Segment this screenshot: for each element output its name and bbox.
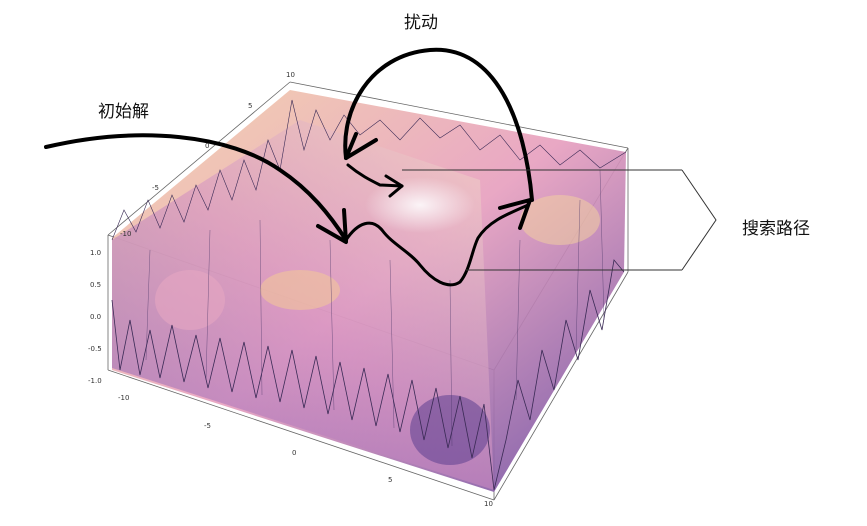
initial-arrowhead-icon <box>316 208 348 244</box>
z-axis-ticks: 1.0 0.5 0.0 -0.5 -1.0 <box>88 249 102 385</box>
perturbation-loop-arrow <box>343 47 534 202</box>
search-path-callout <box>402 169 717 271</box>
z-tick: -1.0 <box>88 377 102 385</box>
y-tick: 10 <box>286 71 295 79</box>
x-tick: -5 <box>204 422 211 430</box>
z-tick: -0.5 <box>88 345 102 353</box>
z-tick: 0.0 <box>90 313 101 321</box>
perturb-start-hook <box>344 132 378 160</box>
perturb-arrowhead-icon <box>498 198 532 230</box>
y-tick: 0 <box>205 142 209 150</box>
search-path-arrowhead-icon <box>384 174 404 198</box>
x-tick: 0 <box>292 449 296 457</box>
y-tick: -5 <box>152 184 159 192</box>
search-path-label: 搜索路径 <box>742 219 810 239</box>
initial-solution-arrow <box>44 133 348 242</box>
z-tick: 0.5 <box>90 281 101 289</box>
x-tick: 5 <box>388 476 392 484</box>
x-tick: -10 <box>118 394 129 402</box>
z-tick: 1.0 <box>90 249 101 257</box>
search-path-line <box>344 203 530 287</box>
y-tick: -10 <box>120 230 131 238</box>
y-axis-ticks: -10 -5 0 5 10 <box>120 71 295 238</box>
initial-solution-label: 初始解 <box>98 102 149 122</box>
surface <box>111 90 627 492</box>
perturbation-label: 扰动 <box>404 13 438 33</box>
annotations <box>44 47 534 287</box>
x-axis-ticks: -10 -5 0 5 10 <box>118 394 493 508</box>
x-tick: 10 <box>484 500 493 508</box>
search-path-upper <box>346 163 404 188</box>
y-tick: 5 <box>248 102 252 110</box>
